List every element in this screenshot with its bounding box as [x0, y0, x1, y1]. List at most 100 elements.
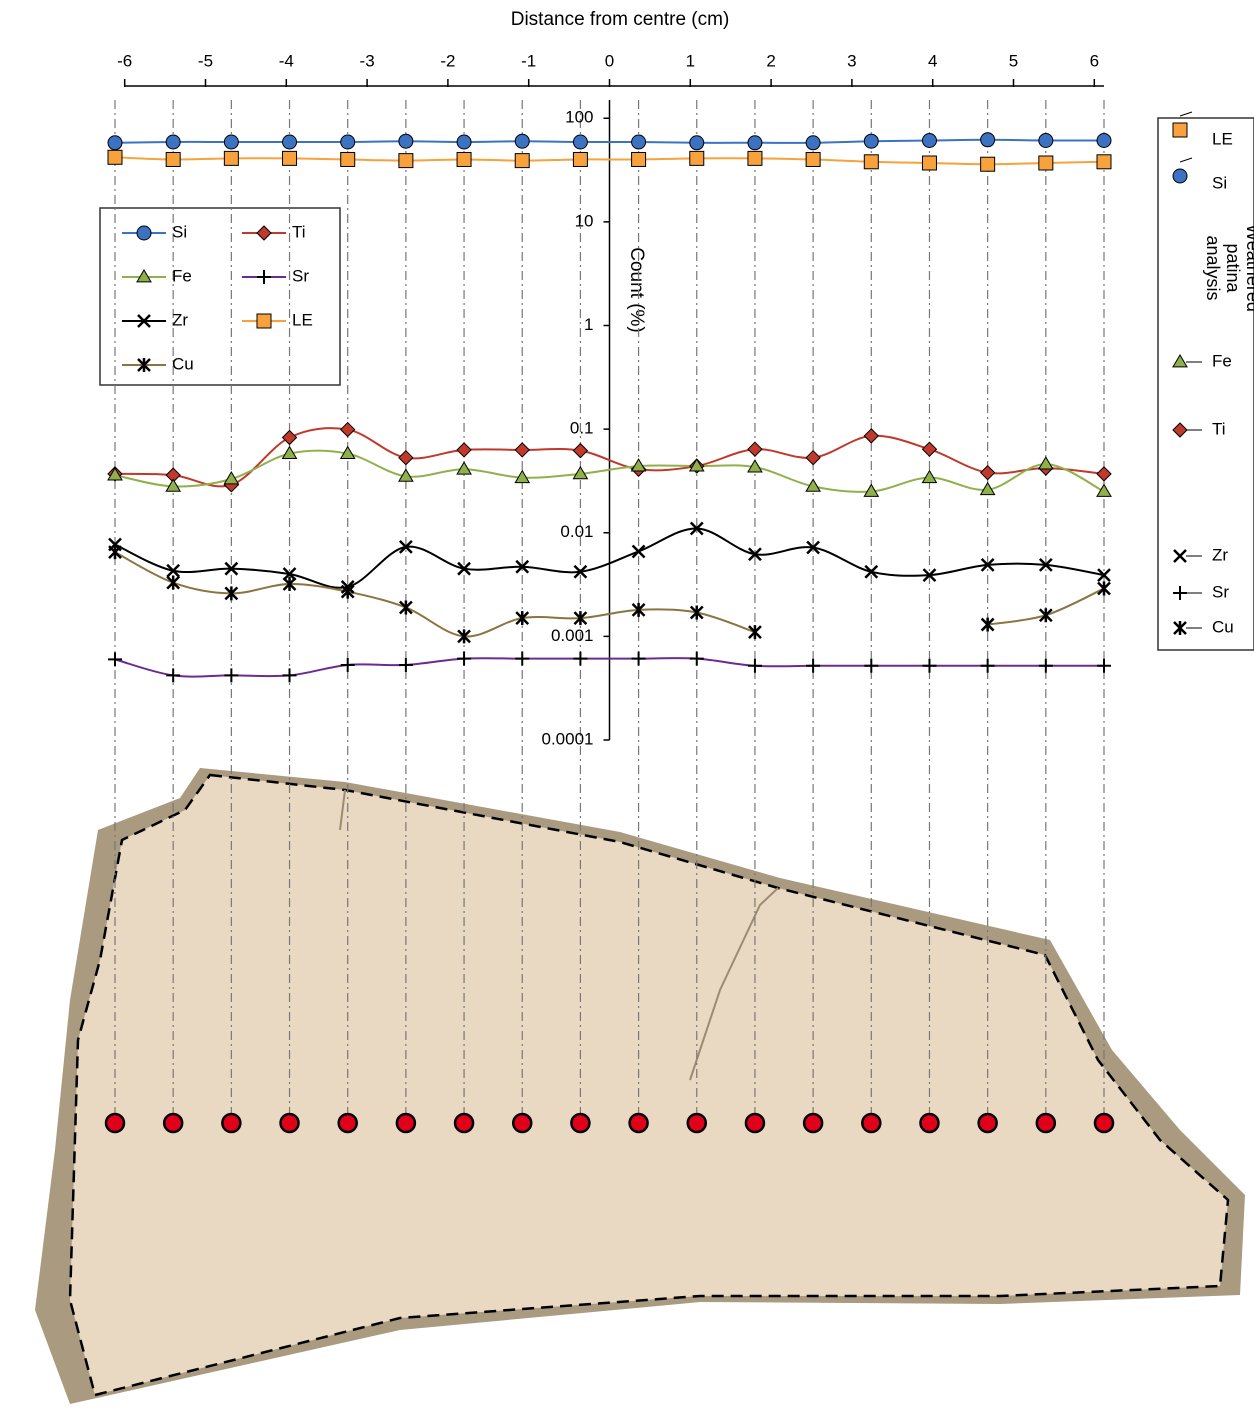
- marker: [980, 132, 996, 148]
- marker: [456, 461, 472, 475]
- marker: [515, 559, 530, 574]
- marker: [689, 150, 705, 166]
- marker: [137, 314, 151, 328]
- marker: [863, 428, 880, 444]
- marker: [1096, 466, 1112, 482]
- marker: [748, 625, 762, 640]
- marker: [980, 156, 996, 172]
- marker: [689, 521, 704, 536]
- marker: [515, 611, 530, 626]
- y-tick-label: 0.01: [560, 522, 593, 541]
- marker: [863, 154, 879, 170]
- marker: [224, 668, 239, 683]
- marker: [863, 133, 879, 149]
- rock-photo: [35, 768, 1245, 1404]
- marker: [398, 449, 414, 466]
- x-tick-label: 2: [766, 51, 775, 70]
- x-tick-label: -5: [198, 51, 213, 70]
- marker: [1097, 581, 1111, 596]
- marker: [572, 442, 589, 459]
- sample-point: [453, 1112, 475, 1134]
- marker: [1096, 483, 1112, 497]
- x-tick-label: 6: [1090, 51, 1099, 70]
- marker: [573, 651, 588, 666]
- marker: [864, 564, 879, 579]
- marker: [1097, 568, 1111, 583]
- side-legend: [1157, 117, 1254, 651]
- series-line: [114, 427, 1105, 488]
- marker: [456, 134, 472, 150]
- marker: [282, 150, 298, 166]
- marker: [398, 540, 413, 554]
- marker: [165, 478, 182, 492]
- y-tick-label: 0.0001: [542, 729, 594, 748]
- marker: [165, 151, 181, 167]
- sample-point: [337, 1112, 358, 1134]
- marker: [282, 577, 297, 592]
- x-axis-title: Distance from centre (cm): [511, 9, 730, 30]
- sample-point: [861, 1112, 882, 1134]
- marker: [572, 134, 588, 150]
- marker: [108, 545, 122, 560]
- legend-label: Ti: [292, 222, 306, 241]
- series-line: [114, 449, 1105, 493]
- x-tick-label: 4: [928, 51, 937, 70]
- marker: [1038, 658, 1053, 673]
- marker: [630, 458, 647, 472]
- marker: [922, 658, 937, 673]
- marker: [1096, 132, 1112, 148]
- x-tick-label: 5: [1009, 51, 1018, 70]
- x-tick-label: 0: [605, 51, 614, 70]
- marker: [514, 153, 530, 169]
- marker: [980, 658, 995, 673]
- marker: [688, 458, 705, 472]
- marker: [805, 151, 821, 167]
- marker: [921, 155, 937, 171]
- marker: [256, 225, 272, 241]
- marker: [747, 658, 762, 673]
- marker: [166, 563, 181, 578]
- legend-label: Zr: [172, 310, 188, 329]
- marker: [224, 561, 239, 576]
- marker: [256, 313, 272, 329]
- x-tick-label: 1: [686, 51, 695, 70]
- marker: [340, 657, 355, 672]
- marker: [281, 445, 298, 460]
- marker: [398, 600, 413, 615]
- rock-crack: [339, 789, 779, 1081]
- marker: [223, 150, 239, 166]
- marker: [514, 442, 530, 458]
- marker: [165, 134, 181, 150]
- side-legend-label: LE: [1212, 129, 1233, 148]
- leader-line: [1179, 157, 1193, 163]
- marker: [864, 658, 879, 673]
- marker: [922, 568, 937, 583]
- side-legend-label: Fe: [1212, 351, 1232, 370]
- marker: [1038, 132, 1054, 148]
- marker: [514, 133, 530, 149]
- sample-point: [744, 1112, 766, 1134]
- marker: [136, 225, 152, 241]
- sample-point: [1035, 1112, 1057, 1134]
- y-tick-label: 0.1: [570, 419, 594, 438]
- marker: [457, 561, 471, 576]
- y-tick-label: 1: [584, 315, 593, 334]
- marker: [631, 134, 647, 150]
- marker: [921, 132, 937, 148]
- marker: [224, 586, 239, 601]
- x-tick-label: -4: [279, 51, 294, 70]
- marker: [282, 668, 297, 683]
- marker: [689, 135, 705, 151]
- marker: [805, 478, 821, 492]
- marker: [805, 135, 821, 151]
- marker: [980, 557, 995, 572]
- sample-point: [104, 1112, 126, 1134]
- side-legend-title-line: patina: [1223, 243, 1243, 293]
- marker: [979, 464, 996, 481]
- y-tick-label: 100: [565, 108, 593, 127]
- marker: [1173, 549, 1187, 563]
- marker: [1097, 658, 1111, 673]
- marker: [456, 151, 472, 167]
- marker: [805, 449, 821, 466]
